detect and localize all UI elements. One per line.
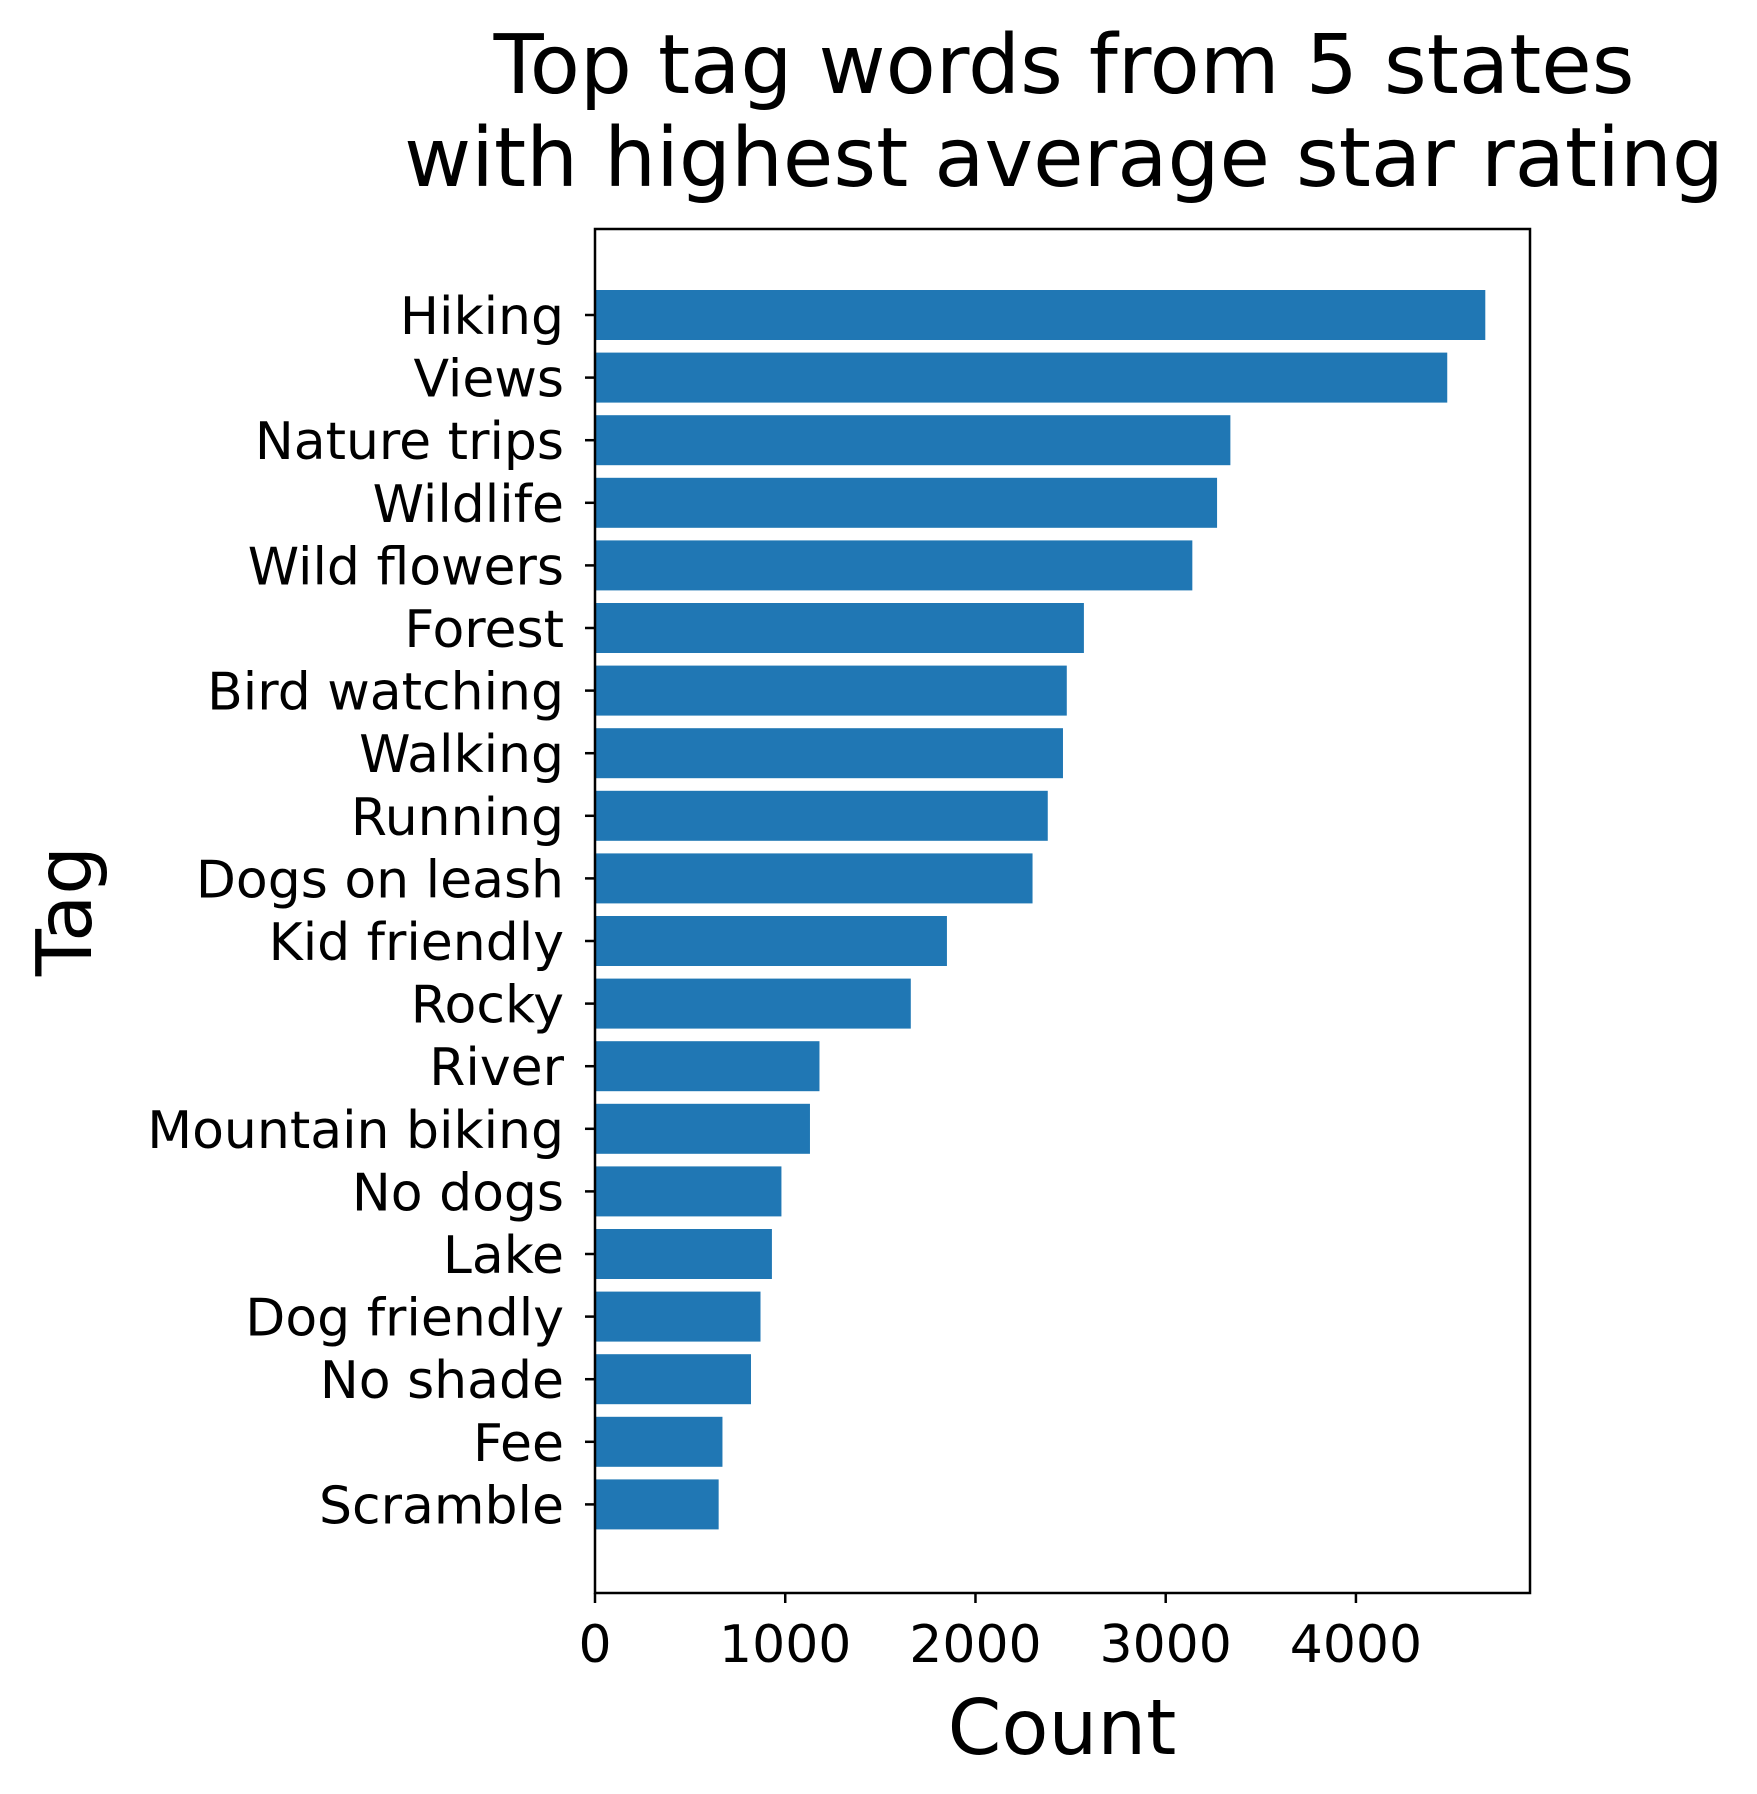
bar-nature-trips	[595, 415, 1231, 466]
bar-wildlife	[595, 477, 1218, 528]
chart-title-line-1: Top tag words from 5 states	[493, 18, 1635, 113]
y-tick-label: Lake	[443, 1226, 564, 1286]
chart-title: Top tag words from 5 states with highest…	[404, 18, 1724, 206]
y-axis-label: Tag	[21, 846, 110, 977]
y-tick-label: Wildlife	[373, 475, 564, 535]
y-tick-label: Walking	[359, 725, 564, 785]
y-tick-label: Dog friendly	[245, 1289, 564, 1349]
y-tick-label: Hiking	[400, 287, 564, 347]
y-tick-label: Scramble	[319, 1476, 564, 1536]
bar-hiking	[595, 290, 1486, 340]
bar-rocky	[595, 978, 911, 1029]
bars	[595, 290, 1486, 1530]
y-tick-label: Fee	[473, 1414, 564, 1474]
y-tick-label: Bird watching	[207, 663, 564, 723]
bar-no-shade	[595, 1354, 751, 1405]
x-axis-label: Count	[948, 1684, 1177, 1773]
x-tick-label: 3000	[1100, 1615, 1232, 1675]
y-tick-label: Running	[351, 788, 564, 848]
bar-wild-flowers	[595, 540, 1193, 591]
chart-title-line-2: with highest average star rating	[404, 111, 1724, 206]
x-tick-label: 1000	[719, 1615, 851, 1675]
bar-fee	[595, 1416, 723, 1467]
bar-mountain-biking	[595, 1103, 810, 1154]
y-tick-label: Forest	[404, 600, 564, 660]
y-tick-label: No shade	[320, 1351, 564, 1411]
bar-views	[595, 352, 1448, 403]
bar-dogs-on-leash	[595, 853, 1033, 904]
bar-running	[595, 790, 1048, 841]
y-tick-label: Dogs on leash	[196, 850, 564, 910]
bar-kid-friendly	[595, 916, 947, 966]
y-tick-label: River	[429, 1038, 564, 1098]
bar-dog-friendly	[595, 1291, 761, 1342]
x-tick-label: 4000	[1290, 1615, 1422, 1675]
x-tick-label: 0	[578, 1615, 611, 1675]
y-tick-label: No dogs	[352, 1163, 564, 1223]
y-tick-label: Views	[414, 350, 565, 410]
bar-river	[595, 1041, 820, 1092]
y-tick-label: Wild flowers	[248, 537, 564, 597]
bar-bird-watching	[595, 665, 1067, 716]
bar-scramble	[595, 1479, 719, 1530]
y-tick-label: Rocky	[411, 976, 564, 1036]
bar-walking	[595, 728, 1063, 779]
y-tick-label: Nature trips	[255, 412, 564, 472]
x-tick-label: 2000	[909, 1615, 1041, 1675]
bar-forest	[595, 603, 1084, 653]
bar-lake	[595, 1229, 772, 1279]
y-tick-label: Kid friendly	[269, 913, 564, 973]
y-tick-label: Mountain biking	[147, 1101, 564, 1161]
plot-frame	[593, 227, 1532, 1595]
x-axis-ticks: 0 1000 2000 3000 4000	[578, 1593, 1422, 1675]
bar-no-dogs	[595, 1166, 782, 1217]
